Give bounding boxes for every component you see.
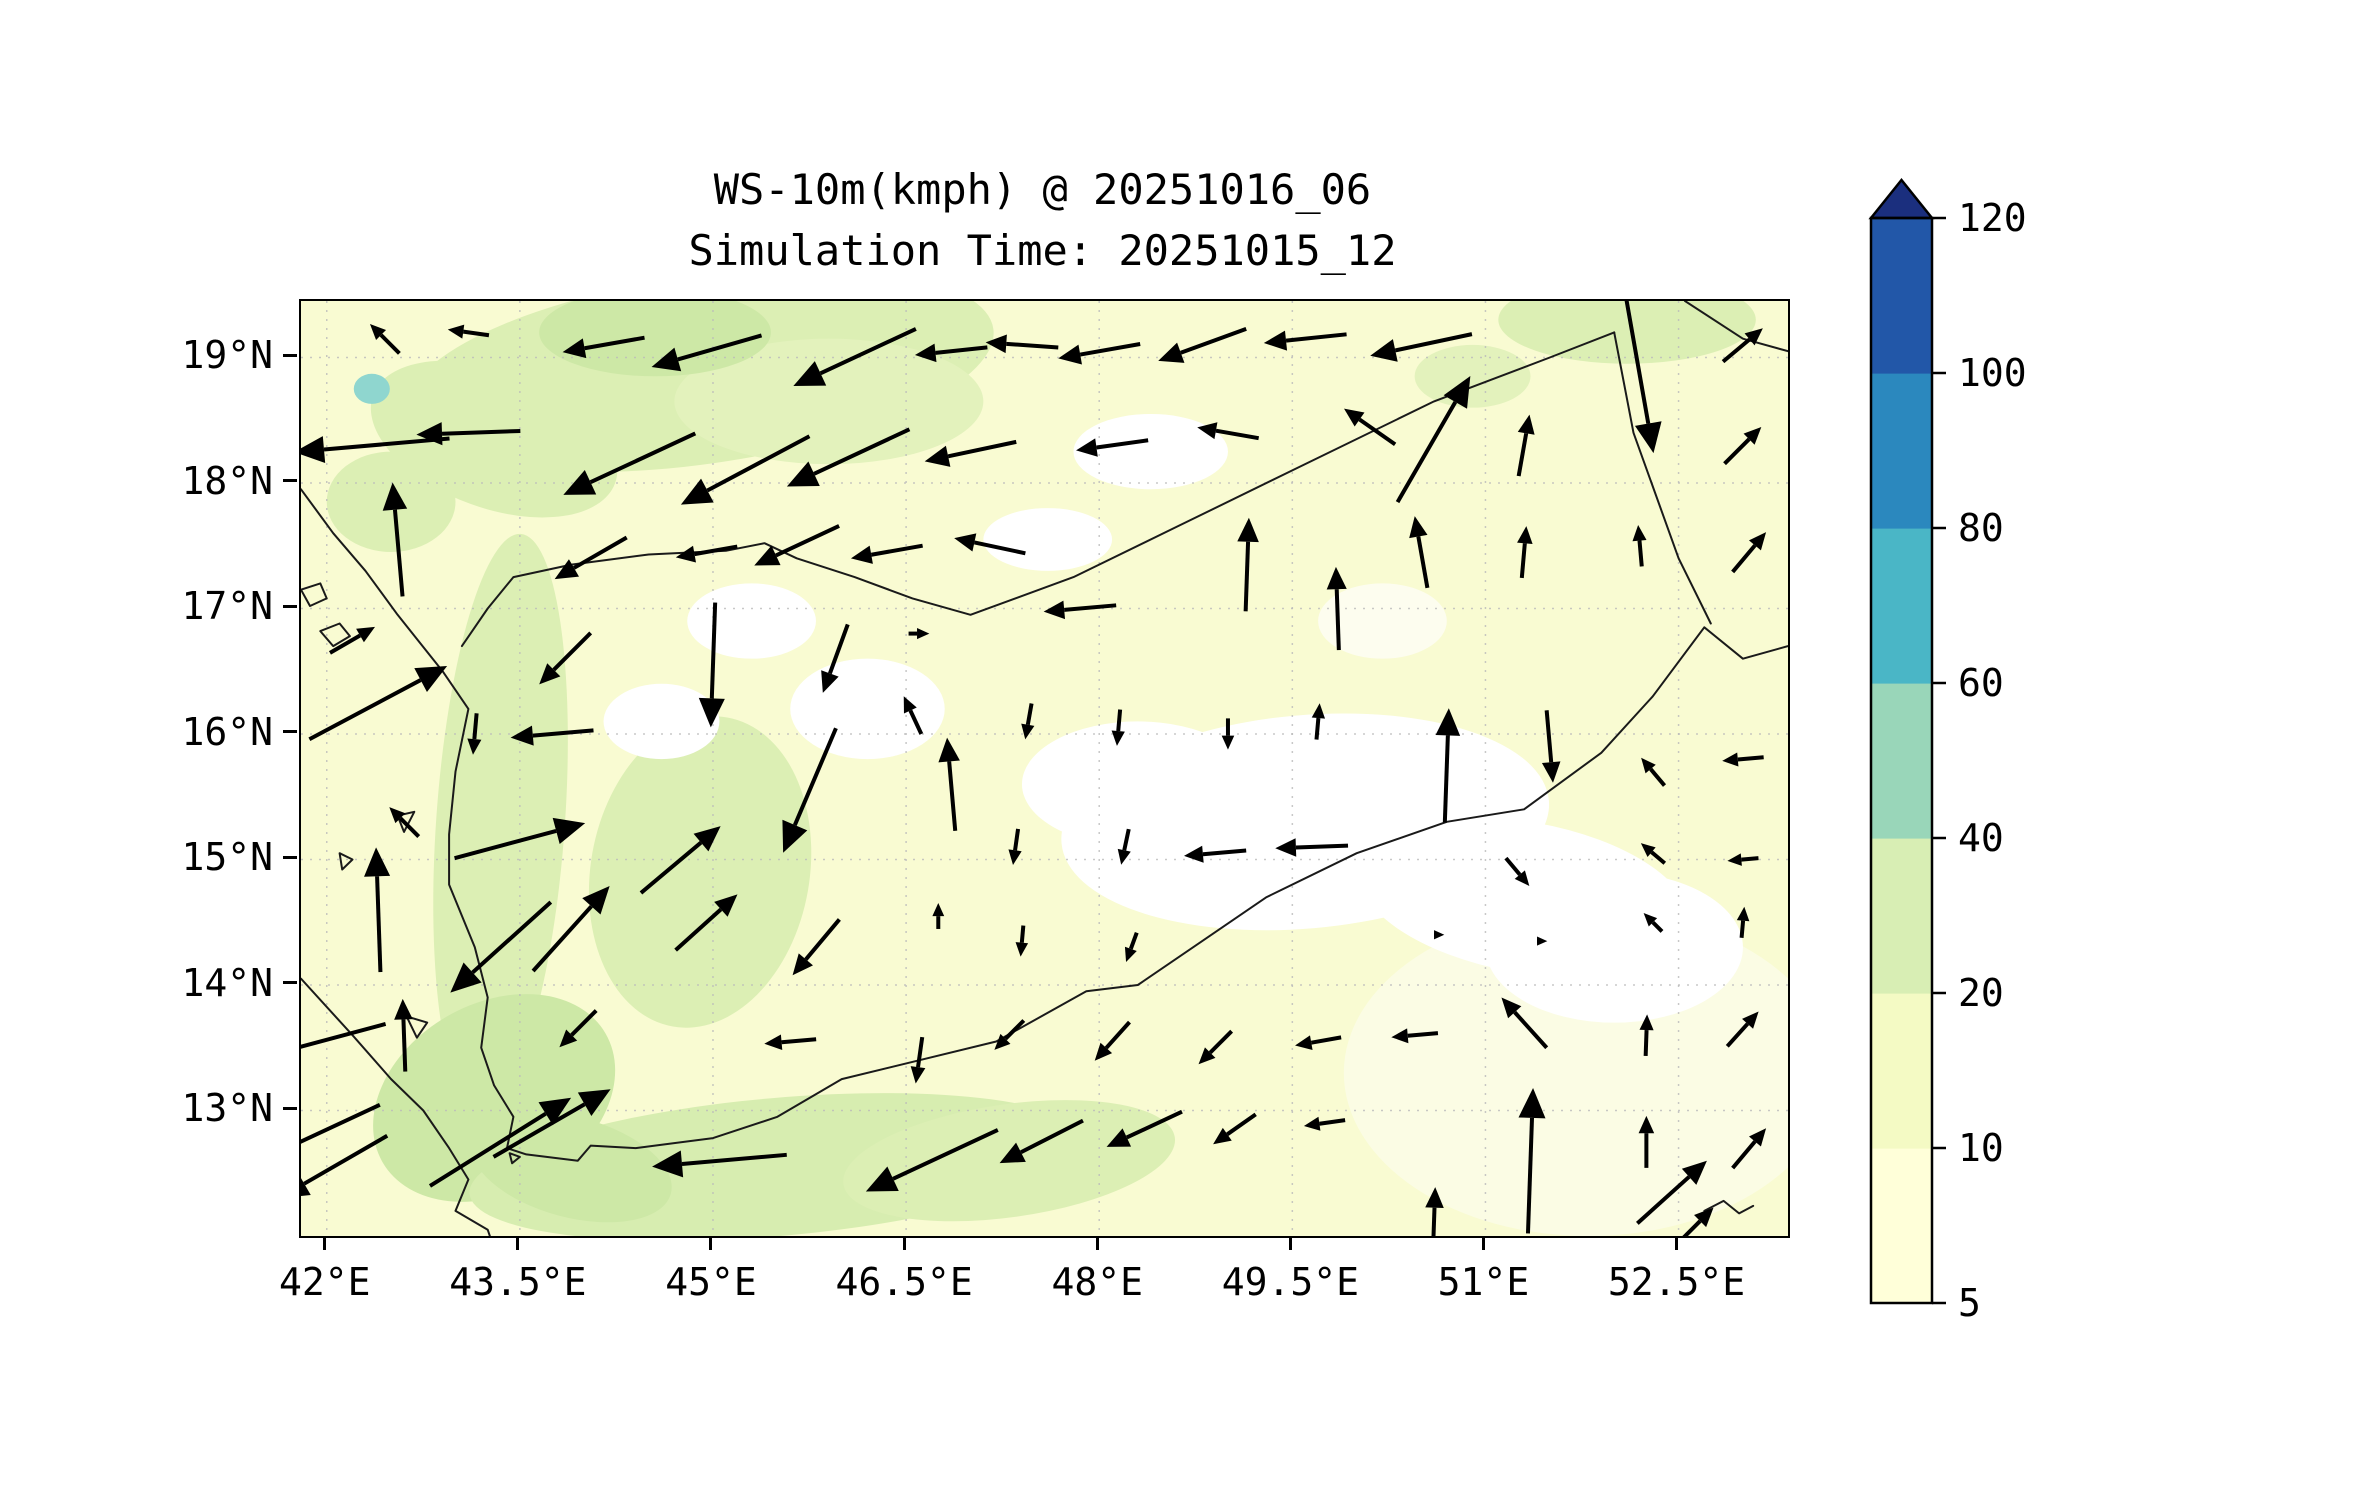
y-tick-label: 19°N xyxy=(181,333,273,378)
y-tick-label: 15°N xyxy=(181,835,273,880)
x-tick-mark xyxy=(709,1236,713,1250)
y-tick-mark xyxy=(283,1106,297,1110)
colorbar-tick-label: 80 xyxy=(1958,506,2004,550)
colorbar-tick-label: 60 xyxy=(1958,661,2004,705)
chart-title: WS-10m(kmph) @ 20251016_06 xyxy=(713,165,1372,214)
x-tick-label: 45°E xyxy=(665,1260,757,1304)
colorbar-tick-label: 40 xyxy=(1958,816,2004,860)
x-tick-mark xyxy=(1288,1236,1292,1250)
x-tick-label: 48°E xyxy=(1051,1260,1143,1304)
x-tick-mark xyxy=(1675,1236,1679,1250)
x-tick-mark xyxy=(1481,1236,1485,1250)
title-block: WS-10m(kmph) @ 20251016_06 Simulation Ti… xyxy=(299,160,1786,282)
chart-subtitle: Simulation Time: 20251015_12 xyxy=(688,225,1397,275)
x-tick-label: 49.5°E xyxy=(1221,1260,1359,1304)
x-tick-mark xyxy=(1095,1236,1099,1250)
x-tick-label: 52.5°E xyxy=(1607,1260,1746,1304)
x-tick-label: 51°E xyxy=(1437,1260,1530,1304)
x-tick-label: 42°E xyxy=(278,1260,371,1304)
x-tick-label: 43.5°E xyxy=(449,1260,587,1304)
y-tick-mark xyxy=(283,353,297,357)
colorbar-tick-label: 120 xyxy=(1958,196,2027,240)
map-plot-area xyxy=(299,299,1790,1238)
colorbar-tick-label: 5 xyxy=(1958,1281,1981,1325)
colorbar-tick-label: 100 xyxy=(1958,351,2027,395)
y-tick-label: 18°N xyxy=(181,458,273,503)
y-tick-mark xyxy=(283,855,297,859)
x-tick-mark xyxy=(323,1236,327,1250)
y-tick-label: 16°N xyxy=(181,709,273,754)
y-tick-label: 14°N xyxy=(181,960,273,1005)
colorbar-tick-label: 10 xyxy=(1958,1126,2004,1170)
y-tick-label: 13°N xyxy=(181,1086,273,1131)
y-tick-mark xyxy=(283,604,297,608)
colorbar-tick-label: 20 xyxy=(1958,971,2004,1015)
colorbar: 5 10 20 40 60 80 100 120 xyxy=(1868,178,2027,1325)
x-tick-mark xyxy=(902,1236,906,1250)
wind-map-canvas xyxy=(301,301,1788,1236)
y-tick-mark xyxy=(283,981,297,985)
x-tick-mark xyxy=(516,1236,520,1250)
y-tick-label: 17°N xyxy=(181,584,273,629)
x-tick-label: 46.5°E xyxy=(835,1260,973,1304)
y-tick-mark xyxy=(283,479,297,483)
y-tick-mark xyxy=(283,730,297,734)
